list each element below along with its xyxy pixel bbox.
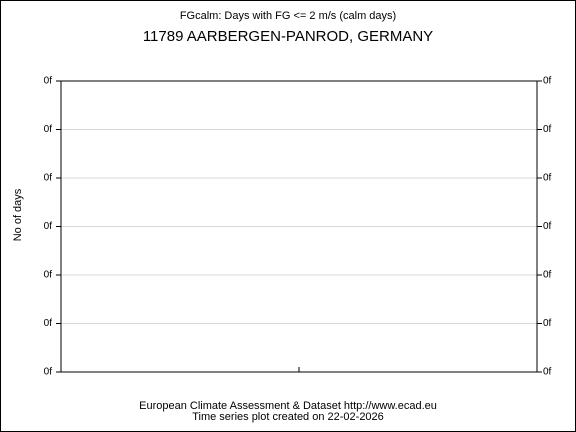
y-tick-label: 0f — [44, 124, 53, 135]
y2-tick-label: 0f — [543, 173, 552, 184]
y-axis-label: No of days — [12, 188, 24, 241]
y-tick-label: 0f — [44, 318, 53, 329]
y-tick-label: 0f — [44, 367, 53, 378]
y2-tick-label: 0f — [543, 367, 552, 378]
y2-tick-label: 0f — [543, 221, 552, 232]
y2-tick-label: 0f — [543, 76, 552, 87]
y2-tick-label: 0f — [543, 270, 552, 281]
plot-area — [60, 80, 538, 373]
y-tick-label: 0f — [44, 173, 53, 184]
y-tick-label: 0f — [44, 76, 53, 87]
chart-subtitle: 11789 AARBERGEN-PANROD, GERMANY — [143, 28, 433, 45]
y2-tick-label: 0f — [543, 318, 552, 329]
footer: European Climate Assessment & Dataset ht… — [139, 400, 437, 412]
footer: Time series plot created on 22-02-2026 — [192, 411, 384, 423]
y2-tick-label: 0f — [543, 124, 552, 135]
y-tick-label: 0f — [44, 270, 53, 281]
chart-title: FGcalm: Days with FG <= 2 m/s (calm days… — [180, 10, 396, 22]
y-tick-label: 0f — [44, 221, 53, 232]
